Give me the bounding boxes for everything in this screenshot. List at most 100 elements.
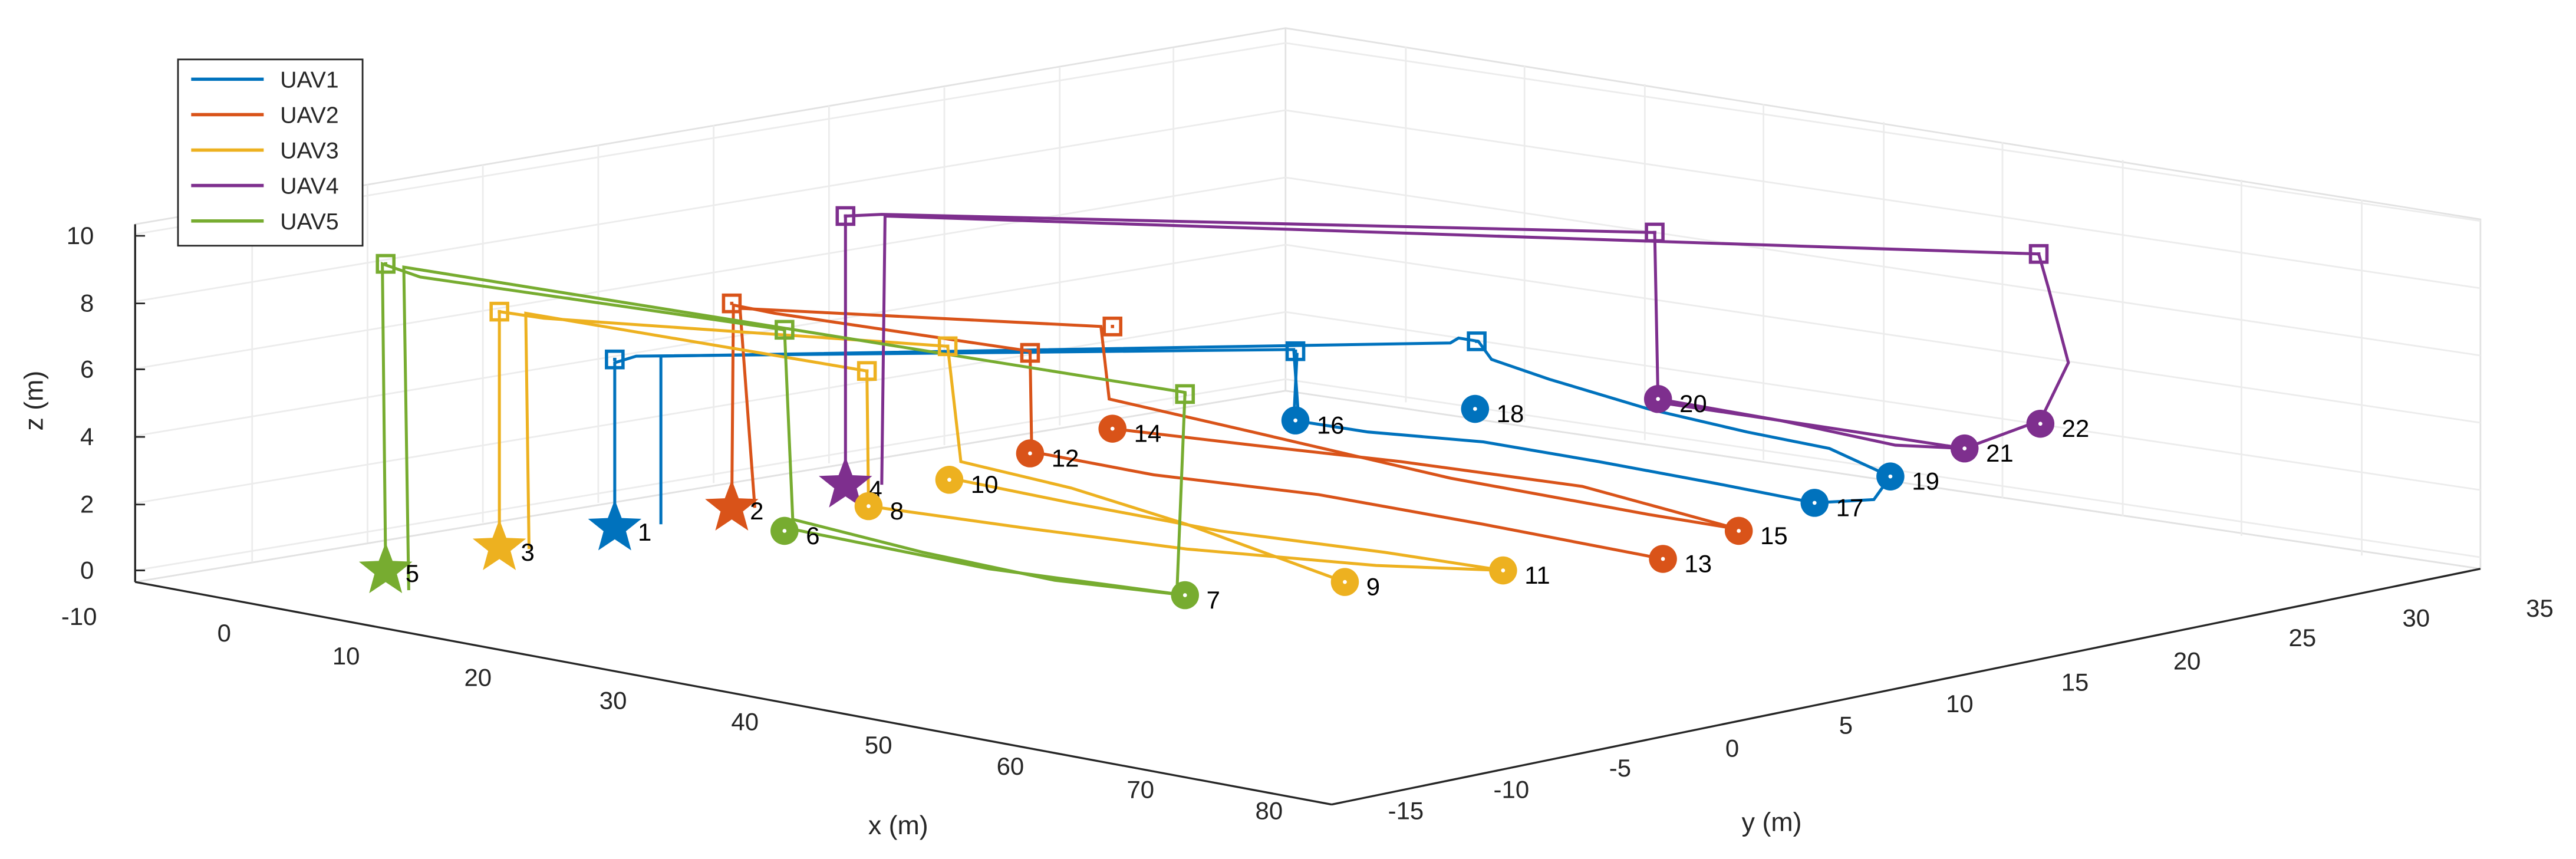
waypoint-square [375,254,396,274]
start-label: 1 [638,518,651,546]
trajectory-uav2 [738,307,1740,531]
grid-lines [135,42,2481,571]
legend-box [177,58,364,247]
waypoint-dot [1293,349,1297,353]
task-point-dot [1028,451,1032,456]
waypoint-dot [1475,340,1478,343]
waypoint-square [489,301,509,322]
task-point-dot [782,529,787,533]
x-tick-label: 50 [865,731,892,759]
axes-lines [134,224,2481,806]
x-tick-label: 0 [218,619,231,647]
task-label: 7 [1207,586,1220,614]
grid-line [135,109,2481,302]
waypoint-dot [498,310,501,314]
task-point-dot [947,478,951,482]
waypoint-dot [865,369,869,373]
y-tick-label: 25 [2289,624,2317,651]
y-tick-label: 30 [2402,604,2430,632]
start-star-2 [705,479,759,531]
waypoint-dot [1653,231,1656,235]
task-label: 21 [1986,439,2014,467]
waypoint-square [937,336,958,357]
task-label: 17 [1836,493,1864,521]
task-point-dot [2038,422,2043,426]
grid-line [135,243,2481,437]
waypoint-dot [1028,351,1032,355]
task-label: 20 [1679,390,1707,417]
task-point-dot [1737,529,1741,533]
y-tick-label: 35 [2526,594,2554,622]
start-star-4 [819,456,872,508]
grid-line [135,311,2481,504]
x-tick-label: -10 [61,603,97,630]
task-label: 13 [1684,549,1712,577]
y-tick-label: 20 [2173,647,2201,674]
task-label: 18 [1497,400,1524,427]
task-label: 10 [971,470,999,498]
legend: UAV1 UAV2 UAV3 UAV4 UAV5 [177,58,364,247]
task-point-dot [1343,580,1347,584]
trajectory-uav3 [524,311,1503,572]
z-axis-label: z (m) [20,371,49,431]
task-point-dot [1962,446,1967,451]
y-tick-label: -15 [1388,797,1424,825]
task-label: 9 [1366,572,1380,600]
task-point-dot [1473,407,1477,411]
start-star-1 [588,499,642,551]
task-point-dot [867,504,871,508]
task-point-dot [1110,426,1115,431]
task-point-dot [1888,474,1893,479]
task-point-dot [1501,568,1506,572]
trajectory-uav5 [784,526,1185,597]
waypoint-square [722,293,742,314]
z-tick-label: 2 [80,491,94,518]
waypoint-dot [730,301,734,305]
task-label: 15 [1760,522,1788,549]
legend-label: UAV5 [280,209,338,235]
y-tick-label: 10 [1946,690,1974,718]
waypoint-dot [1183,392,1187,396]
y-tick-label: -10 [1494,775,1530,803]
y-tick-label: 0 [1725,734,1739,762]
z-tick-label: 10 [67,222,94,249]
trajectory-uav1 [1292,353,1815,505]
x-tick-label: 80 [1256,797,1283,825]
waypoint-dot [2037,252,2041,256]
x-axis-label: x (m) [868,811,928,840]
start-label: 2 [750,497,763,525]
start-label: 5 [406,559,419,587]
task-label: 6 [806,522,819,549]
task-label: 11 [1524,561,1550,589]
waypoint-square [857,361,877,381]
waypoint-square [1175,384,1195,404]
waypoint-square [1285,341,1306,361]
waypoint-dot [613,357,617,361]
task-point-dot [1812,501,1817,505]
task-label: 19 [1912,468,1939,495]
z-tick-label: 4 [80,423,94,450]
waypoint-square [1020,343,1040,363]
waypoint-square [1645,222,1665,243]
waypoint-square [2028,243,2049,264]
task-point-dot [1661,557,1665,561]
waypoint-dot [946,344,950,348]
x-tick-label: 70 [1126,775,1154,803]
waypoint-dot [384,262,388,266]
task-label: 12 [1052,444,1079,472]
x-tick-label: 20 [464,663,492,691]
start-star-5 [358,542,413,594]
waypoint-dot [1111,324,1115,328]
task-point-dot [1293,418,1297,423]
z-tick-label: 6 [80,355,94,383]
trajectory-uav2 [1112,427,1740,531]
grid-line [135,42,2481,235]
waypoint-square [1467,331,1487,351]
start-star-3 [472,519,526,570]
trajectory-uav3 [948,476,1504,572]
x-tick-label: 30 [599,686,627,714]
z-tick-label: 0 [80,557,94,584]
